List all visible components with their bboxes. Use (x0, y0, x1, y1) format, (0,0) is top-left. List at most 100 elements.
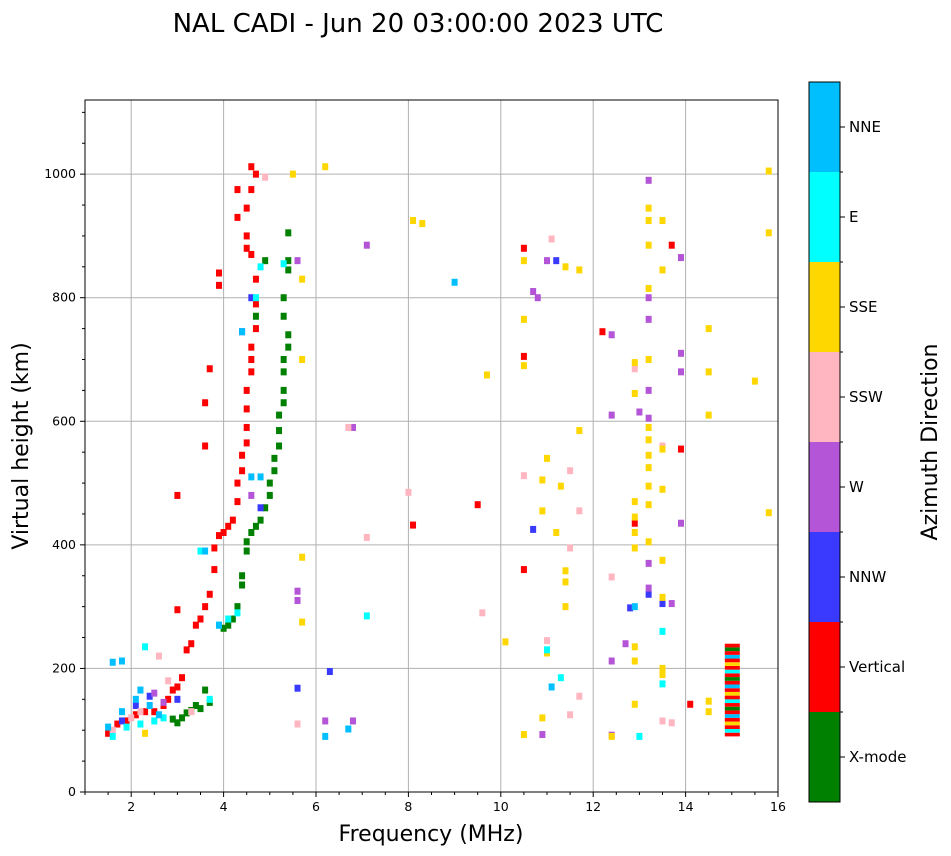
data-point-e (636, 732, 643, 740)
colorbar-segment-nnw (809, 532, 840, 622)
x-tick-label: 12 (585, 799, 601, 814)
data-point-vertical (248, 250, 255, 258)
data-point-e (109, 732, 116, 740)
data-point-x-mode (285, 266, 292, 274)
data-point-nne (118, 657, 125, 665)
data-point-ssw (576, 507, 583, 515)
data-point-e (659, 627, 666, 635)
vertical-bar-segment (724, 714, 740, 718)
data-point-sse (659, 664, 666, 672)
vertical-bar-segment (724, 699, 740, 704)
y-axis-ticks: 0 200 400 600 800 1000 (44, 111, 85, 799)
data-point-vertical (183, 646, 190, 654)
data-point-vertical (174, 491, 181, 499)
data-point-sse (631, 657, 638, 665)
data-point-sse (659, 593, 666, 601)
vertical-bar-segment (724, 717, 740, 722)
data-point-nne (109, 658, 116, 666)
data-point-x-mode (183, 709, 190, 717)
data-point-x-mode (225, 621, 232, 629)
data-point-x-mode (179, 714, 186, 722)
vertical-bar-segment (724, 658, 740, 663)
data-point-vertical (179, 674, 186, 682)
y-tick-label: 400 (52, 537, 76, 552)
grid-lines (85, 100, 778, 792)
x-tick-label: 6 (312, 799, 320, 814)
data-point-nnw (118, 717, 125, 725)
data-point-vertical (206, 365, 213, 373)
data-point-ssw (128, 714, 135, 722)
axes (84, 99, 779, 793)
data-point-sse (645, 538, 652, 546)
vertical-bar-segment (724, 677, 740, 681)
data-point-nne (146, 702, 153, 709)
data-point-vertical (142, 708, 149, 716)
x-tick-label: 4 (220, 799, 228, 814)
x-axis-ticks: 2 4 6 8 10 12 14 16 (84, 792, 786, 814)
data-point-vertical (165, 695, 172, 703)
vertical-bar-segment (724, 725, 740, 729)
vertical-bar-segment (724, 703, 740, 707)
data-point-sse (751, 377, 758, 385)
data-point-sse (659, 556, 666, 564)
colorbar-title: Azimuth Direction (918, 343, 943, 540)
data-point-vertical (105, 729, 112, 737)
data-point-vertical (243, 405, 250, 413)
colorbar-label: Vertical (849, 658, 905, 676)
data-point-sse (539, 476, 546, 484)
colorbar-label: NNE (849, 118, 881, 136)
data-point-w (645, 559, 652, 567)
data-point-vertical (520, 244, 527, 252)
data-point-w (668, 600, 675, 608)
data-point-vertical (234, 186, 241, 194)
x-tick-label: 8 (404, 799, 412, 814)
data-point-nnw (257, 504, 264, 512)
x-tick-label: 16 (770, 799, 786, 814)
data-point-ssw (548, 235, 555, 243)
data-point-nne (248, 473, 255, 481)
data-point-nne (118, 708, 125, 716)
data-point-sse (659, 671, 666, 679)
data-point-x-mode (276, 427, 283, 435)
data-point-x-mode (276, 411, 283, 419)
data-point-w (294, 596, 301, 604)
data-point-nne (132, 695, 139, 703)
data-point-ssw (659, 717, 666, 725)
data-point-vertical (202, 603, 209, 611)
data-point-sse (553, 529, 560, 536)
data-point-vertical (114, 720, 121, 728)
data-point-nnw (174, 695, 181, 703)
data-point-e (257, 263, 264, 271)
data-point-e (659, 680, 666, 688)
y-tick-label: 800 (52, 290, 76, 305)
data-point-nne (451, 278, 458, 286)
data-point-sse (410, 216, 417, 224)
y-tick-label: 200 (52, 660, 76, 675)
vertical-bar-segment (724, 710, 740, 715)
data-point-ssw (631, 365, 638, 373)
data-point-sse (705, 325, 712, 333)
vertical-bar-segment (724, 647, 740, 652)
data-point-nnw (645, 590, 652, 598)
data-point-w (248, 491, 255, 499)
data-point-vertical (174, 683, 181, 691)
data-point-sse (562, 263, 569, 271)
data-point-sse (705, 368, 712, 376)
colorbar-label: NNW (849, 568, 886, 586)
chart-title: NAL CADI - Jun 20 03:00:00 2023 UTC (173, 9, 664, 39)
data-point-x-mode (262, 504, 269, 512)
data-point-sse (631, 643, 638, 651)
data-point-w (608, 657, 615, 665)
data-point-sse (299, 356, 306, 363)
y-tick-label: 0 (68, 784, 76, 799)
data-point-vertical (229, 516, 236, 524)
data-point-vertical (243, 439, 250, 447)
data-point-ssw (576, 692, 583, 700)
data-point-x-mode (285, 343, 292, 351)
data-point-nne (137, 686, 144, 694)
data-point-x-mode (243, 547, 250, 555)
data-point-sse (765, 509, 772, 517)
data-point-nnw (627, 604, 634, 612)
colorbar-frame (808, 81, 841, 803)
data-point-sse (659, 216, 666, 224)
